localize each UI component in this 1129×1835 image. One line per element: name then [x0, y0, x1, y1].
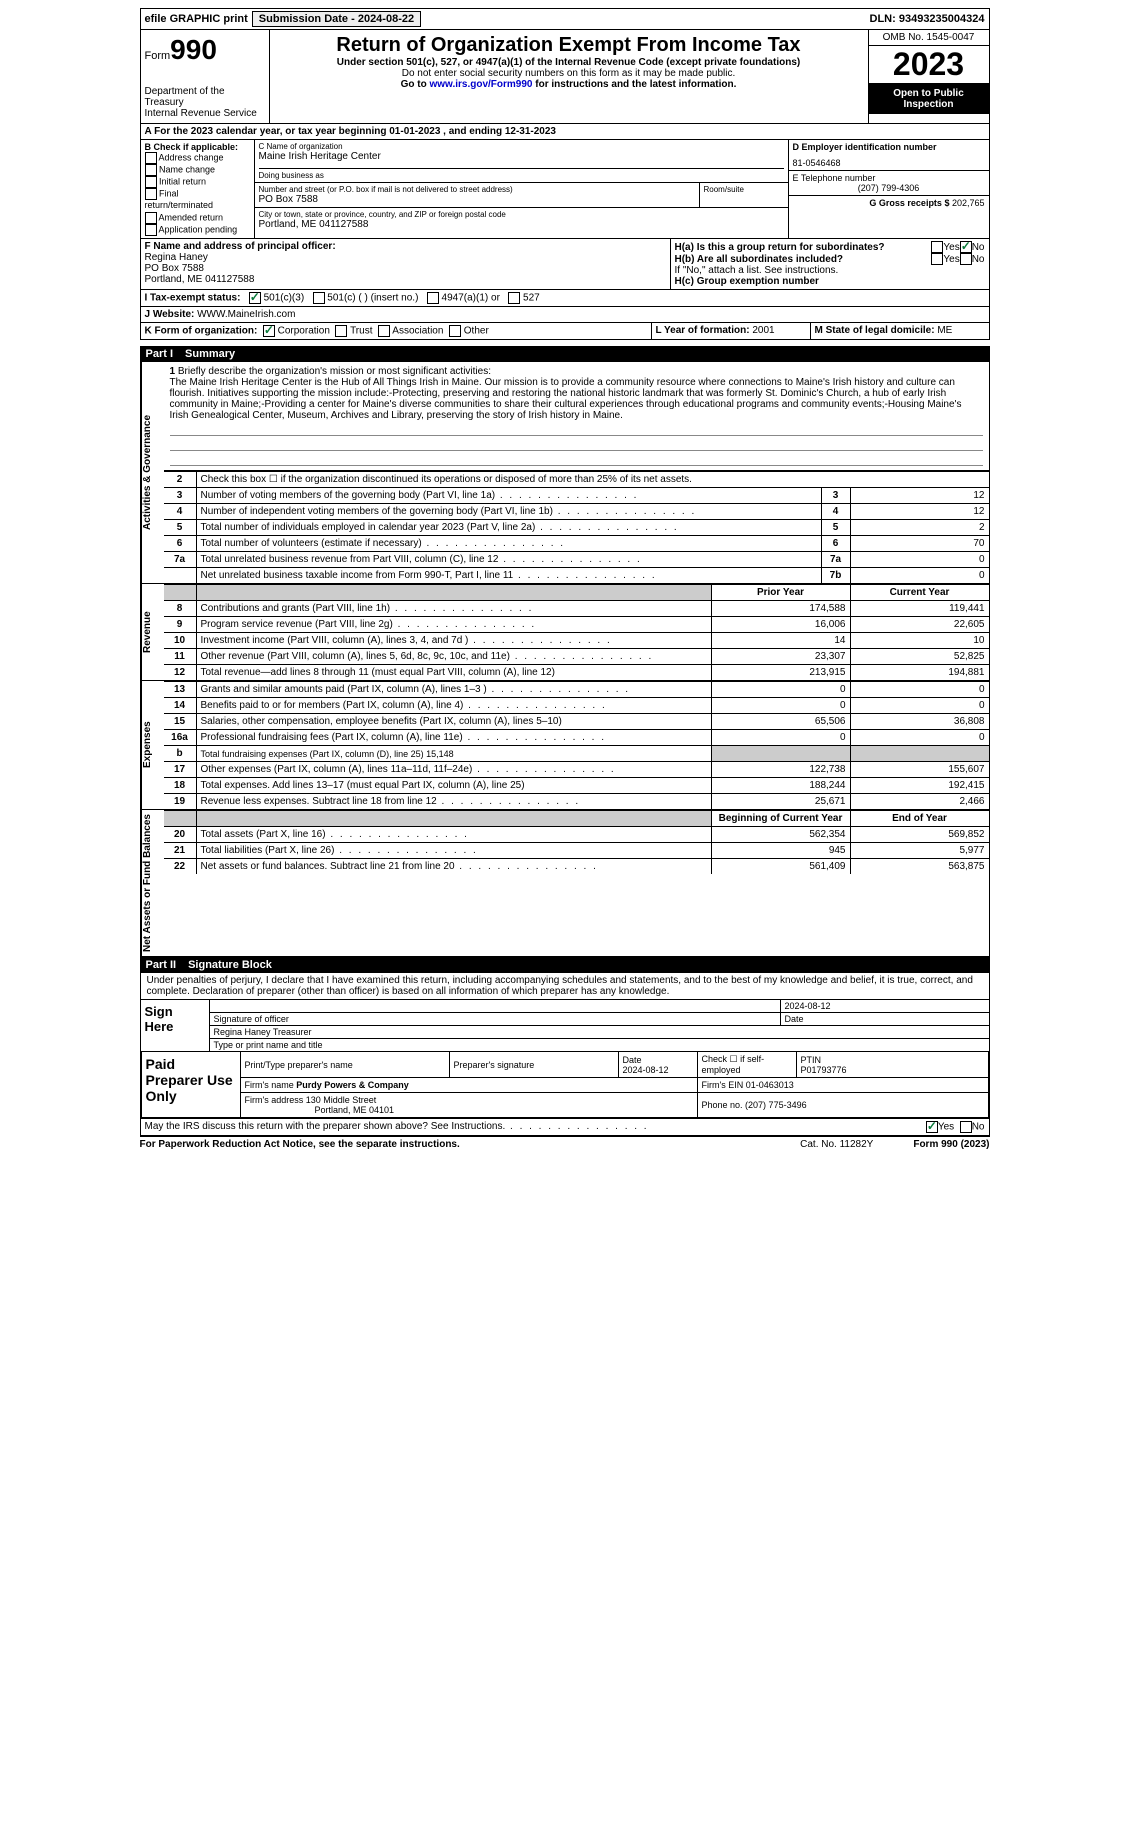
- chk-501c3[interactable]: [249, 292, 261, 304]
- header-right: OMB No. 1545-0047 2023 Open to Public In…: [868, 30, 989, 123]
- col-f-officer: F Name and address of principal officer:…: [141, 239, 671, 289]
- gross-receipts: 202,765: [952, 198, 985, 208]
- city-state-zip: Portland, ME 041127588: [259, 219, 784, 230]
- chk-final-return[interactable]: Final return/terminated: [145, 188, 250, 212]
- omb-number: OMB No. 1545-0047: [869, 30, 989, 46]
- state-domicile: ME: [937, 325, 952, 336]
- sidebar-exp: Expenses: [141, 681, 164, 809]
- year-formation: 2001: [752, 325, 774, 336]
- perjury-declaration: Under penalties of perjury, I declare th…: [141, 973, 989, 999]
- firm-addr1: 130 Middle Street: [306, 1095, 377, 1105]
- chk-501c[interactable]: [313, 292, 325, 304]
- col-b-checkboxes: B Check if applicable: Address change Na…: [141, 140, 255, 238]
- chk-other[interactable]: [449, 325, 461, 337]
- phone: (207) 799-4306: [793, 183, 985, 193]
- net-assets-section: Net Assets or Fund Balances Beginning of…: [140, 810, 990, 957]
- form-subtitle: Under section 501(c), 527, or 4947(a)(1)…: [274, 57, 864, 68]
- mission-text: The Maine Irish Heritage Center is the H…: [170, 377, 962, 421]
- expenses-section: Expenses 13Grants and similar amounts pa…: [140, 681, 990, 810]
- sidebar-na: Net Assets or Fund Balances: [141, 810, 164, 956]
- chk-corporation[interactable]: [263, 325, 275, 337]
- paid-preparer-label: Paid Preparer Use Only: [141, 1051, 240, 1118]
- efile-label: efile GRAPHIC print: [145, 13, 248, 25]
- sidebar-ag: Activities & Governance: [141, 362, 164, 583]
- section-bcd: B Check if applicable: Address change Na…: [140, 140, 990, 239]
- page-footer: For Paperwork Reduction Act Notice, see …: [140, 1136, 990, 1152]
- org-name: Maine Irish Heritage Center: [259, 151, 784, 162]
- sign-here-label: Sign Here: [141, 999, 209, 1051]
- dln: DLN: 93493235004324: [870, 13, 985, 25]
- line7a-val: 0: [850, 552, 989, 568]
- chk-name-change[interactable]: Name change: [145, 164, 250, 176]
- part1-header: Part I Summary: [140, 346, 990, 362]
- revenue-section: Revenue Prior YearCurrent Year 8Contribu…: [140, 584, 990, 681]
- chk-application-pending[interactable]: Application pending: [145, 224, 250, 236]
- firm-name: Purdy Powers & Company: [296, 1080, 409, 1090]
- discuss-no[interactable]: [960, 1121, 972, 1133]
- line6-val: 70: [850, 536, 989, 552]
- officer-name: Regina Haney: [145, 252, 666, 263]
- irs-link[interactable]: www.irs.gov/Form990: [429, 79, 532, 90]
- discuss-yes[interactable]: [926, 1121, 938, 1133]
- row-i-tax-status: I Tax-exempt status: 501(c)(3) 501(c) ( …: [140, 290, 990, 307]
- row-k-org-form: K Form of organization: Corporation Trus…: [140, 323, 990, 340]
- row-j-website: J Website: WWW.MaineIrish.com: [140, 307, 990, 323]
- row-a-tax-year: A For the 2023 calendar year, or tax yea…: [140, 124, 990, 140]
- mission-section: 1 Briefly describe the organization's mi…: [164, 362, 989, 471]
- dept-label: Department of the Treasury Internal Reve…: [145, 86, 265, 119]
- open-inspection: Open to Public Inspection: [869, 84, 989, 114]
- form-note2: Go to www.irs.gov/Form990 for instructio…: [274, 79, 864, 90]
- street-address: PO Box 7588: [259, 194, 695, 205]
- top-bar: efile GRAPHIC print Submission Date - 20…: [140, 8, 990, 30]
- firm-ein: 01-0463013: [746, 1080, 794, 1090]
- ein: 81-0546468: [793, 158, 985, 168]
- line5-val: 2: [850, 520, 989, 536]
- revenue-table: Prior YearCurrent Year 8Contributions an…: [164, 584, 989, 680]
- officer-addr1: PO Box 7588: [145, 263, 666, 274]
- officer-signature-name: Regina Haney Treasurer: [210, 1026, 989, 1038]
- chk-527[interactable]: [508, 292, 520, 304]
- form-990-page: efile GRAPHIC print Submission Date - 20…: [132, 0, 998, 1160]
- part2-header: Part II Signature Block: [140, 957, 990, 973]
- chk-trust[interactable]: [335, 325, 347, 337]
- room-suite: Room/suite: [700, 183, 788, 207]
- ha-yes[interactable]: [931, 241, 943, 253]
- header-left: Form990 Department of the Treasury Inter…: [141, 30, 270, 123]
- chk-address-change[interactable]: Address change: [145, 152, 250, 164]
- website: WWW.MaineIrish.com: [197, 309, 295, 320]
- col-c-org-info: C Name of organization Maine Irish Herit…: [255, 140, 788, 238]
- firm-phone: (207) 775-3496: [745, 1100, 807, 1110]
- hb-no[interactable]: [960, 253, 972, 265]
- expenses-table: 13Grants and similar amounts paid (Part …: [164, 681, 989, 809]
- chk-initial-return[interactable]: Initial return: [145, 176, 250, 188]
- sidebar-rev: Revenue: [141, 584, 164, 680]
- line3-val: 12: [850, 488, 989, 504]
- chk-association[interactable]: [378, 325, 390, 337]
- discuss-row: May the IRS discuss this return with the…: [140, 1119, 990, 1136]
- section-fh: F Name and address of principal officer:…: [140, 239, 990, 290]
- sign-date: 2024-08-12: [780, 1000, 989, 1012]
- line4-val: 12: [850, 504, 989, 520]
- submission-date: Submission Date - 2024-08-22: [252, 11, 421, 27]
- chk-4947[interactable]: [427, 292, 439, 304]
- ptin: P01793776: [801, 1065, 984, 1075]
- signature-block: Under penalties of perjury, I declare th…: [140, 973, 990, 1119]
- form-header: Form990 Department of the Treasury Inter…: [140, 30, 990, 124]
- net-assets-table: Beginning of Current YearEnd of Year 20T…: [164, 810, 989, 874]
- preparer-table: Print/Type preparer's name Preparer's si…: [240, 1051, 989, 1118]
- line7b-val: 0: [850, 568, 989, 584]
- governance-table: 2Check this box ☐ if the organization di…: [164, 471, 989, 583]
- col-d-ein-phone: D Employer identification number 81-0546…: [788, 140, 989, 238]
- tax-year: 2023: [869, 46, 989, 84]
- officer-addr2: Portland, ME 041127588: [145, 274, 666, 285]
- chk-amended-return[interactable]: Amended return: [145, 212, 250, 224]
- col-h-group: H(a) Is this a group return for subordin…: [671, 239, 989, 289]
- form-title: Return of Organization Exempt From Incom…: [274, 34, 864, 57]
- hb-yes[interactable]: [931, 253, 943, 265]
- ha-no[interactable]: [960, 241, 972, 253]
- header-mid: Return of Organization Exempt From Incom…: [270, 30, 868, 123]
- form-note1: Do not enter social security numbers on …: [274, 68, 864, 79]
- firm-addr2: Portland, ME 04101: [315, 1105, 395, 1115]
- activities-governance: Activities & Governance 1 Briefly descri…: [140, 362, 990, 584]
